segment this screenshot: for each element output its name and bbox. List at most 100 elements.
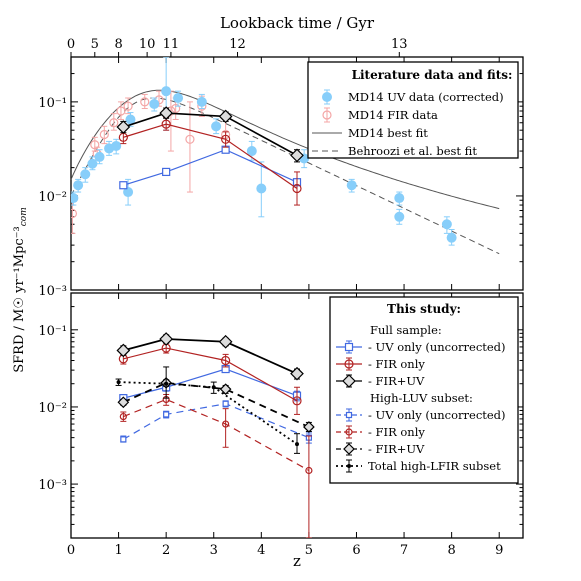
top-y-tick-label: 10⁻³ [38,284,67,299]
bottom-legend: This study: Full sample: - UV only (uncorr… [329,296,519,484]
bottom-legend-marker [344,359,354,369]
bottom-legend-marker [343,443,355,455]
bottom-legend-label: - FIR only [368,425,425,439]
bottom-series-line [123,368,298,399]
bottom-x-tick-label: 0 [67,543,75,558]
study-line [123,112,298,157]
bottom-point [222,420,230,428]
literature-point [87,158,98,169]
study-point [292,183,302,194]
bottom-x-tick-label: 6 [352,543,360,558]
literature-point [140,97,150,107]
bottom-point [305,466,313,475]
top-axis-title: Lookback time / Gyr [220,14,375,32]
bottom-legend-marker [347,464,351,468]
literature-point [171,103,181,114]
bottom-frame [70,292,524,539]
bottom-point [292,396,302,406]
bottom-y-tick-label: 10⁻³ [38,478,67,493]
bottom-point [120,436,127,443]
study-point [119,181,128,190]
bottom-point [116,380,121,385]
bottom-x-tick-label: 9 [495,543,503,558]
bottom-legend-label: - UV only (uncorrected) [368,340,506,354]
bottom-point [221,355,231,366]
study-point [290,148,304,163]
bottom-legend-marker [344,342,354,352]
bottom-x-tick-label: 7 [400,543,408,558]
bottom-point [164,381,169,386]
bottom-point [290,366,304,381]
literature-point [185,134,195,144]
literature-point [246,146,257,157]
legend-marker [322,92,332,102]
bottom-point [295,442,299,447]
literature-point [173,92,184,103]
bottom-legend-section-header: Full sample: [370,323,442,337]
y-axis-title-sub: com [19,207,29,226]
bottom-x-tick-label: 1 [114,543,122,558]
bottom-point [211,385,216,390]
literature-point [125,114,136,125]
study-point [218,109,233,124]
bottom-x-tick-label: 3 [210,543,218,558]
literature-point [196,96,207,107]
study-point [161,119,171,129]
lookback-tick-label: 12 [229,37,246,52]
literature-point [211,121,222,132]
literature-point [73,180,84,191]
bottom-legend-marker [342,374,356,388]
literature-point [394,193,405,204]
study-line [123,123,298,189]
bottom-legend-label: Total high-LFIR subset [368,459,501,473]
literature-point [441,219,452,230]
lookback-tick-label: 10 [139,37,156,52]
bottom-legend-label: - UV only (uncorrected) [368,408,506,422]
bottom-x-tick-label: 4 [257,543,265,558]
bottom-x-tick-label: 8 [447,543,455,558]
study-line [123,149,298,186]
literature-point [71,208,78,219]
study-point [162,167,171,177]
top-legend-label: MD14 best fit [348,126,428,140]
bottom-series-line [123,403,310,440]
bottom-legend-section-header: High-LUV subset: [370,391,473,405]
bottom-series-line [123,398,310,472]
literature-point [99,129,109,140]
literature-point [71,193,79,204]
bottom-point [303,421,315,433]
bottom-series-line [122,381,310,428]
literature-point [123,101,133,111]
top-y-tick-label: 10⁻¹ [38,96,67,111]
bottom-legend-box [329,296,519,484]
md14-best-fit-line [70,89,500,210]
bottom-data [115,332,315,538]
lookback-tick-label: 0 [67,37,75,52]
lookback-tick-label: 13 [391,37,408,52]
literature-point [256,183,267,194]
bottom-series-line [123,338,298,375]
y-axis-title: SFRD / M☉ yr⁻¹Mpc⁻³com [12,207,29,373]
literature-point [116,106,126,116]
top-y-tick-label: 10⁻² [38,190,67,205]
top-legend-label: MD14 FIR data [348,108,438,122]
literature-point [123,187,134,198]
bottom-point [163,411,170,418]
bottom-legend-label: - FIR+UV [368,374,425,388]
literature-point [346,180,357,191]
top-legend-box [307,61,519,159]
bottom-y-tick-label: 10⁻² [38,401,67,416]
bottom-legend-title: This study: [387,302,461,316]
x-axis-title: z [293,552,301,570]
bottom-point [159,332,174,346]
bottom-legend-label: - FIR+UV [368,442,425,456]
bottom-x-tick-label: 2 [162,543,170,558]
study-point [221,134,231,144]
top-legend-label: Behroozi et al. best fit [348,144,477,158]
study-point [116,120,131,134]
top-legend-title: Literature data and fits: [352,68,513,82]
literature-point [111,140,122,151]
bottom-series-line [123,347,298,402]
bottom-legend-marker [345,428,353,436]
